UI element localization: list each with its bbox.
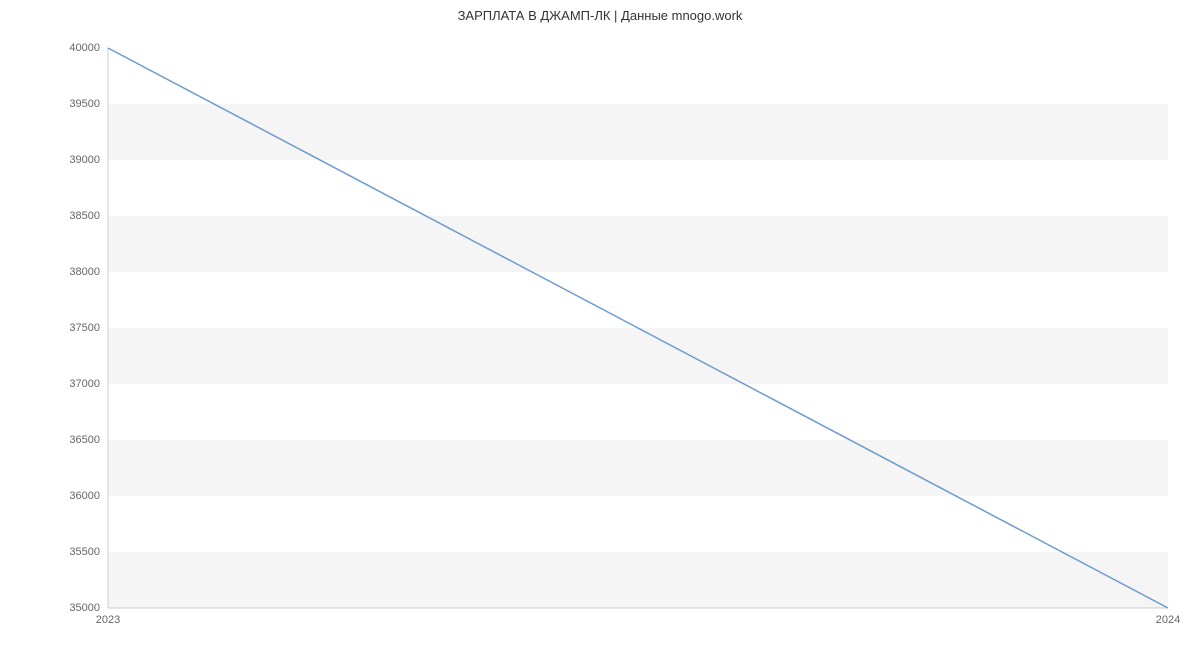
y-tick-label: 40000 <box>60 42 100 54</box>
y-tick-label: 39500 <box>60 98 100 110</box>
y-tick-label: 39000 <box>60 154 100 166</box>
chart-title: ЗАРПЛАТА В ДЖАМП-ЛК | Данные mnogo.work <box>0 8 1200 23</box>
y-tick-label: 35500 <box>60 546 100 558</box>
series-line-salary <box>108 48 1168 608</box>
y-tick-label: 36500 <box>60 434 100 446</box>
plot-area <box>108 48 1168 608</box>
y-tick-label: 35000 <box>60 602 100 614</box>
y-tick-label: 38000 <box>60 266 100 278</box>
x-tick-label: 2023 <box>96 614 120 626</box>
y-tick-label: 37000 <box>60 378 100 390</box>
series-layer <box>108 48 1168 608</box>
salary-chart: ЗАРПЛАТА В ДЖАМП-ЛК | Данные mnogo.work … <box>0 0 1200 650</box>
y-tick-label: 38500 <box>60 210 100 222</box>
x-tick-label: 2024 <box>1156 614 1180 626</box>
y-tick-label: 37500 <box>60 322 100 334</box>
y-tick-label: 36000 <box>60 490 100 502</box>
